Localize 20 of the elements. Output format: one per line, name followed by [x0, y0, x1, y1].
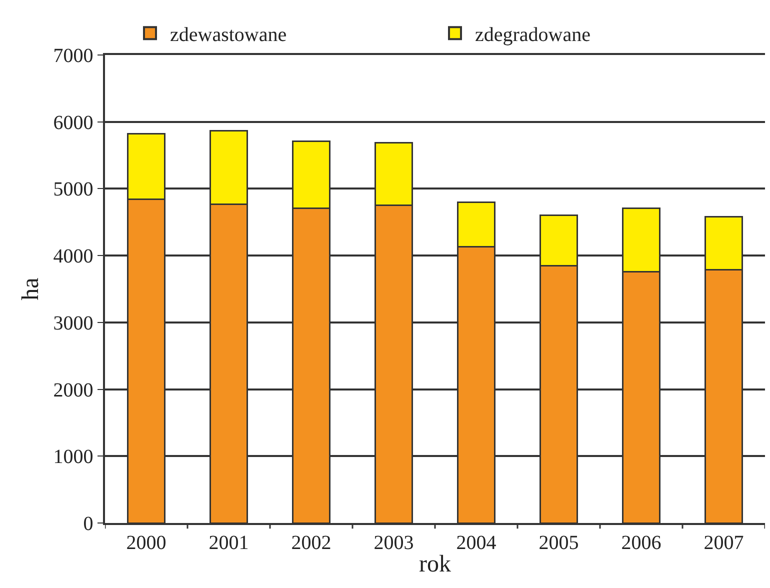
y-tick-label: 3000 [53, 312, 94, 334]
x-tick-label: 2001 [208, 532, 249, 554]
legend-label: zdewastowane [170, 24, 287, 46]
x-tick-label: 2002 [291, 532, 332, 554]
y-tick-label: 6000 [53, 112, 94, 134]
x-tick-label: 2007 [704, 532, 744, 554]
x-axis-title: rok [419, 552, 451, 578]
x-tick-label: 2005 [538, 532, 579, 554]
y-tick-label: 0 [83, 513, 94, 535]
legend-label: zdegradowane [475, 24, 591, 46]
y-tick-label: 4000 [53, 246, 94, 268]
y-tick-label: 1000 [53, 446, 94, 468]
x-tick-label: 2000 [126, 532, 166, 554]
y-tick-label: 7000 [53, 45, 94, 67]
x-tick-label: 2004 [456, 532, 496, 554]
y-axis-title: ha [18, 277, 44, 300]
x-tick-label: 2006 [621, 532, 662, 554]
x-tick-label: 2003 [374, 532, 414, 554]
y-tick-label: 5000 [53, 178, 94, 201]
y-tick-label: 2000 [53, 379, 94, 402]
